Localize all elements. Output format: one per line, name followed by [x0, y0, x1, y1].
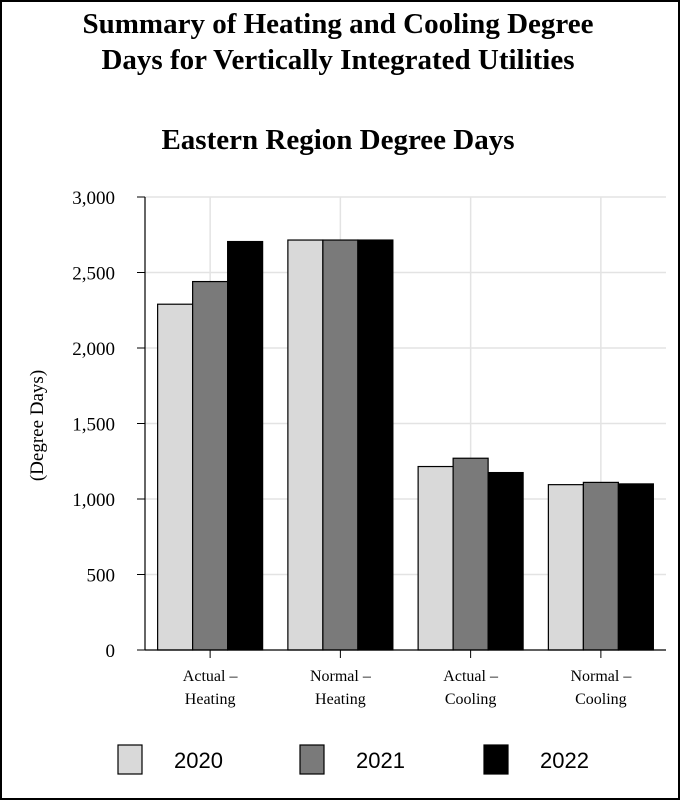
bar-2022	[357, 239, 394, 651]
chart-title-line-2: Days for Vertically Integrated Utilities	[101, 44, 575, 76]
chart-title: Summary of Heating and Cooling Degree Da…	[0, 6, 676, 78]
y-tick-label: 1,500	[72, 415, 115, 436]
y-axis-label: (Degree Days)	[27, 370, 48, 481]
x-tick-label: Normal – Cooling	[570, 668, 632, 708]
y-tick-label: 1,000	[72, 490, 115, 511]
x-tick-label: Normal – Heating	[310, 668, 372, 708]
legend-swatch-2020	[117, 744, 143, 775]
legend-label-2021: 2021	[356, 748, 405, 773]
bar-2022	[487, 471, 524, 651]
bar-2020	[417, 465, 454, 651]
bar-2021	[322, 239, 359, 651]
legend-swatch-2021	[299, 744, 325, 775]
bar-2020	[547, 484, 584, 651]
bar-2022	[617, 483, 654, 651]
legend: 2020 2021 2022	[117, 744, 589, 775]
legend-swatch-2022	[483, 744, 509, 775]
y-tick-label: 500	[87, 566, 116, 587]
bar-2021	[452, 457, 489, 651]
bar-2021	[582, 481, 619, 651]
bar-2020	[157, 303, 194, 651]
legend-label-2022: 2022	[540, 748, 589, 773]
axes: 0 500 1,000 1,500 2,000 2,500 3,000 Actual – Hea…	[27, 188, 666, 708]
bar-2021	[192, 280, 229, 651]
chart-subtitle: Eastern Region Degree Days	[161, 124, 515, 156]
legend-label-2020: 2020	[174, 748, 223, 773]
bars	[157, 239, 654, 651]
y-tick-label: 3,000	[72, 188, 115, 209]
y-tick-label: 0	[106, 641, 116, 662]
bar-2020	[287, 239, 324, 651]
y-tick-label: 2,000	[72, 339, 115, 360]
x-tick-label: Actual – Heating	[183, 668, 239, 708]
chart-title-line-1: Summary of Heating and Cooling Degree	[82, 8, 594, 40]
x-tick-label: Actual – Cooling	[443, 668, 499, 708]
bar-2022	[227, 240, 264, 651]
y-tick-label: 2,500	[72, 264, 115, 285]
